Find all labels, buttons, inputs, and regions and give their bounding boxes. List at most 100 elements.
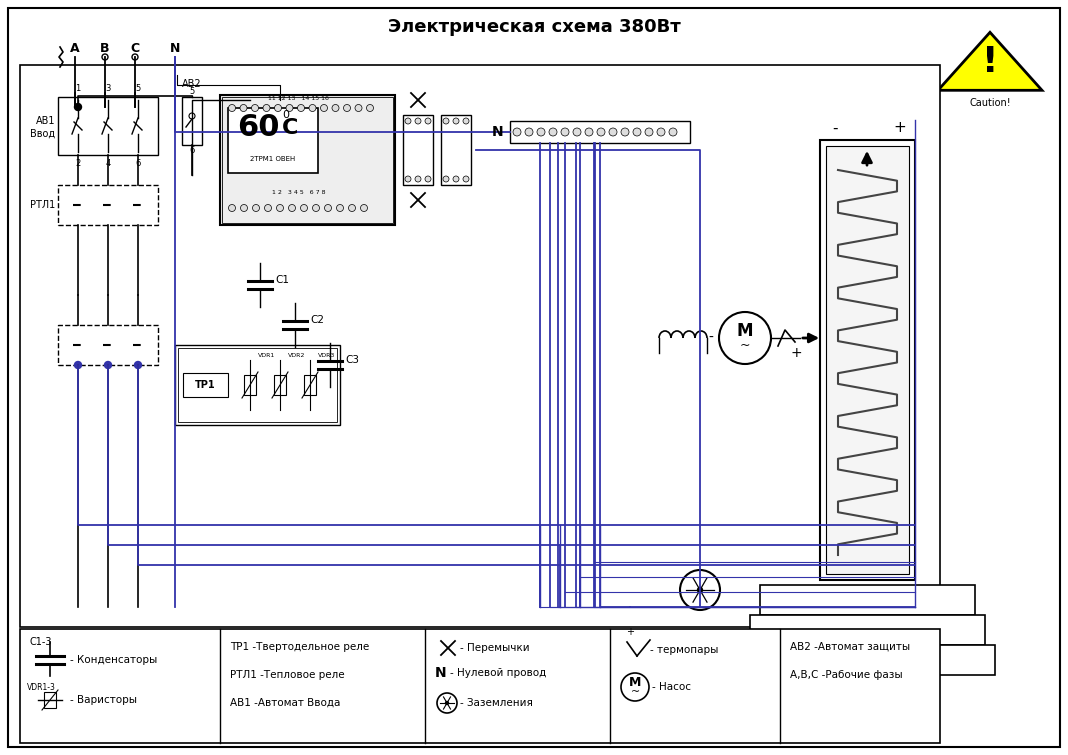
Circle shape <box>189 113 195 119</box>
Circle shape <box>300 205 308 211</box>
Text: 5: 5 <box>136 84 141 93</box>
Circle shape <box>229 104 236 112</box>
Circle shape <box>103 54 108 60</box>
Circle shape <box>286 104 293 112</box>
Text: АВ2: АВ2 <box>183 79 202 89</box>
Text: N: N <box>170 42 180 55</box>
Circle shape <box>332 104 339 112</box>
Text: - Нулевой провод: - Нулевой провод <box>450 668 546 678</box>
Bar <box>58 185 158 225</box>
Text: РТЛ1 -Тепловое реле: РТЛ1 -Тепловое реле <box>230 670 345 680</box>
Circle shape <box>453 118 459 124</box>
Circle shape <box>252 205 260 211</box>
Text: C: C <box>282 118 298 138</box>
Circle shape <box>415 176 421 182</box>
Text: - Конденсаторы: - Конденсаторы <box>70 655 157 665</box>
Circle shape <box>425 176 431 182</box>
Circle shape <box>525 128 533 136</box>
Circle shape <box>240 104 247 112</box>
Bar <box>274 375 286 395</box>
Circle shape <box>325 205 331 211</box>
Circle shape <box>366 104 374 112</box>
Circle shape <box>288 205 296 211</box>
Text: VDR1-3: VDR1-3 <box>27 683 56 692</box>
Circle shape <box>445 701 449 704</box>
Text: +: + <box>626 627 634 637</box>
Circle shape <box>105 362 111 368</box>
Text: ТР1 -Твертодельное реле: ТР1 -Твертодельное реле <box>230 642 370 652</box>
Text: ~: ~ <box>630 687 640 697</box>
Circle shape <box>513 128 521 136</box>
Text: VDR3: VDR3 <box>318 353 335 358</box>
Circle shape <box>75 362 81 368</box>
Text: - Насос: - Насос <box>651 682 691 692</box>
Bar <box>178 348 337 422</box>
Circle shape <box>719 312 771 364</box>
Text: РТЛ1: РТЛ1 <box>30 200 54 210</box>
Bar <box>20 629 940 743</box>
Polygon shape <box>938 32 1042 91</box>
Bar <box>750 615 985 645</box>
Circle shape <box>425 118 431 124</box>
Bar <box>826 146 909 574</box>
Circle shape <box>309 104 316 112</box>
Text: Caution!: Caution! <box>969 98 1010 108</box>
Circle shape <box>75 103 81 110</box>
Circle shape <box>574 128 581 136</box>
Text: -: - <box>708 331 713 345</box>
Circle shape <box>437 693 457 713</box>
Bar <box>403 115 433 185</box>
Circle shape <box>361 205 367 211</box>
Bar <box>820 140 915 580</box>
Text: C3: C3 <box>345 355 359 365</box>
Text: - Заземления: - Заземления <box>460 698 533 708</box>
Circle shape <box>405 118 411 124</box>
Bar <box>58 325 158 365</box>
Text: +: + <box>894 121 907 135</box>
Bar <box>304 375 316 395</box>
Bar <box>511 121 690 143</box>
Bar <box>220 95 395 225</box>
Bar <box>44 692 56 708</box>
Circle shape <box>549 128 557 136</box>
Bar <box>222 97 393 223</box>
Circle shape <box>415 118 421 124</box>
Text: 4: 4 <box>106 159 111 168</box>
Circle shape <box>336 205 344 211</box>
Text: Ввод: Ввод <box>30 129 54 139</box>
Text: А,В,С -Рабочие фазы: А,В,С -Рабочие фазы <box>790 670 902 680</box>
Text: -: - <box>832 121 837 135</box>
Text: 2: 2 <box>76 159 80 168</box>
Circle shape <box>633 128 641 136</box>
Text: АВ1: АВ1 <box>35 116 54 126</box>
Text: M: M <box>629 676 641 689</box>
Text: VDR2: VDR2 <box>288 353 305 358</box>
Circle shape <box>537 128 545 136</box>
Text: Электрическая схема 380Вт: Электрическая схема 380Вт <box>388 18 680 36</box>
Text: N: N <box>492 125 504 139</box>
Bar <box>175 345 340 425</box>
Bar <box>740 645 995 675</box>
Text: 0: 0 <box>283 110 289 120</box>
Bar <box>760 585 975 615</box>
Text: 6: 6 <box>189 146 194 155</box>
Text: 1 2   3 4 5   6 7 8: 1 2 3 4 5 6 7 8 <box>272 190 326 195</box>
Text: C2: C2 <box>310 315 324 325</box>
Circle shape <box>320 104 328 112</box>
Circle shape <box>229 205 236 211</box>
Circle shape <box>263 104 270 112</box>
Bar <box>441 115 471 185</box>
Text: - Перемычки: - Перемычки <box>460 643 530 653</box>
Text: 6: 6 <box>136 159 141 168</box>
Text: +: + <box>790 346 802 360</box>
Text: M: M <box>737 322 753 340</box>
Circle shape <box>443 176 449 182</box>
Circle shape <box>274 104 282 112</box>
Text: 60: 60 <box>237 113 279 143</box>
Circle shape <box>240 205 248 211</box>
Circle shape <box>443 118 449 124</box>
Bar <box>182 97 202 145</box>
Bar <box>227 108 318 173</box>
Text: C1-3: C1-3 <box>30 637 52 647</box>
Circle shape <box>645 128 653 136</box>
